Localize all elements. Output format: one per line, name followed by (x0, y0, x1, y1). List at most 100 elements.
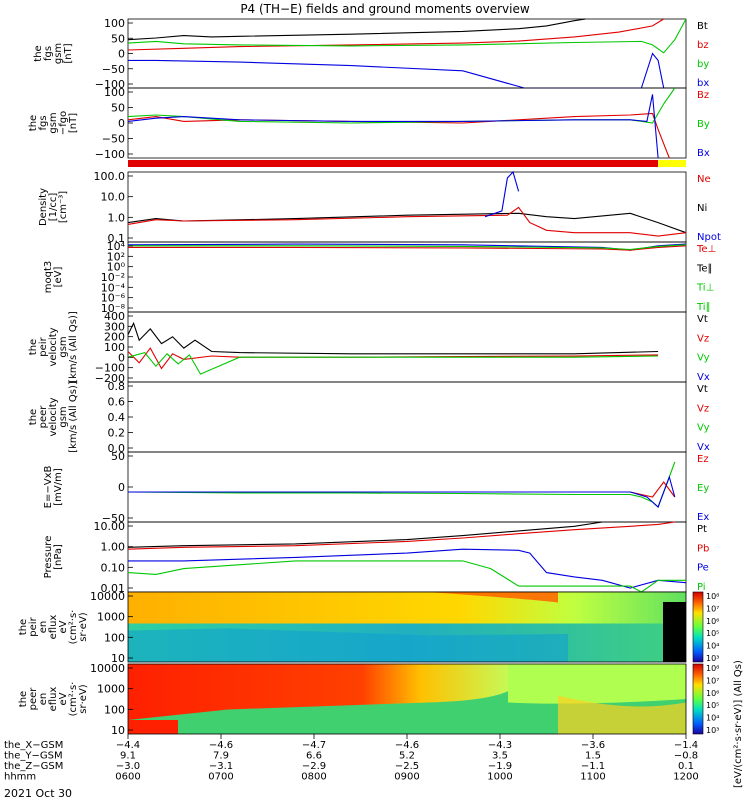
y-axis-label-line: Density (38, 188, 49, 226)
y-axis-label-line: E=−VxB (43, 466, 54, 509)
series-Pe-line (128, 548, 687, 589)
series-Vy-line (127, 351, 659, 375)
legend-entry-Vx: Vx (697, 442, 710, 453)
y-axis-label-line: the (28, 409, 39, 425)
panel-peer_eflux: 10000 1000 100 10 the peer en eflux eV (cm²·s· sr·… (18, 662, 687, 737)
y-tick-label: 100 (104, 631, 125, 644)
legend-entry-Ti∥: Ti∥ (696, 302, 711, 313)
legend-entry-Vt: Vt (697, 384, 708, 395)
y-axis-label-line: [nPa] (53, 544, 64, 570)
legend-entry-Ne: Ne (697, 174, 711, 185)
legend: Ne Ni Npot (697, 174, 721, 243)
legend-entry-by: by (697, 59, 709, 70)
panel-efield: 50 0 −50 E=−VxB [mV/m] Ez Ey Ex (43, 450, 709, 525)
series-Ti∥-line (128, 244, 687, 251)
legend-entry-Te⊥: Te⊥ (696, 244, 716, 255)
y-axis-label: the peir en eflux eV (cm²·s· sr·eV) (18, 610, 89, 645)
series-Pb-line (127, 521, 675, 550)
legend-entry-Bz: Bz (697, 90, 709, 101)
legend-entry-Bt: Bt (697, 21, 708, 32)
orbit-row-value: −4.4 (116, 740, 140, 751)
orbit-row-value: −2.5 (395, 761, 419, 772)
orbit-row-value: 1200 (673, 772, 698, 783)
y-axis-label-line: the (18, 619, 29, 635)
y-axis-label: the peir velocity gsm [km/s (All Qs)] (28, 311, 79, 383)
orbit-row-value: 6.6 (306, 751, 322, 762)
y-tick-label: 10 (111, 724, 125, 737)
series-Npot-line (484, 170, 520, 218)
series-Ne-line (127, 206, 687, 237)
y-axis-label: E=−VxB [mV/m] (43, 466, 64, 509)
legend-entry-Vy: Vy (697, 353, 710, 364)
orbit-row-value: −4.6 (209, 740, 233, 751)
orbit-row-value: 5.2 (399, 751, 415, 762)
y-tick-label: 0.10 (101, 561, 126, 574)
spectrogram-band-early (128, 720, 178, 734)
legend-entry-Vy: Vy (697, 423, 710, 434)
colorbar-tick-label: 10⁴ (706, 714, 719, 723)
y-tick-label: 10⁴ (107, 240, 126, 253)
orbit-row-value: 0.1 (678, 761, 694, 772)
legend-entry-Bx: Bx (697, 148, 710, 159)
y-tick-label: 10⁰ (107, 261, 126, 274)
orbit-row-value: −2.9 (302, 761, 326, 772)
legend: Te⊥ Te∥ Ti⊥ Ti∥ (696, 244, 716, 313)
orbit-row-value: −1.1 (581, 761, 605, 772)
series-Bx-line (127, 94, 659, 159)
colorbar-tick-label: 10⁶ (706, 689, 719, 698)
y-axis-label-line: gsm (53, 43, 64, 64)
y-axis-label-line: −fgo (58, 111, 69, 135)
y-axis-label-line: the (28, 339, 39, 355)
y-tick-label: 0.6 (108, 396, 126, 409)
y-tick-label: 1.00 (101, 541, 126, 554)
y-tick-label: 100 (104, 17, 125, 30)
legend-entry-Te∥: Te∥ (696, 263, 713, 274)
y-axis-label-line: moqt3 (43, 261, 54, 294)
panel-frame (127, 521, 687, 593)
orbit-row-value: 0800 (301, 772, 326, 783)
legend-entry-Vz: Vz (697, 333, 709, 344)
orbit-row-value: −1.4 (674, 740, 698, 751)
panel-frame (127, 241, 687, 313)
y-tick-label: −200 (95, 372, 125, 385)
legend-entry-bx: bx (697, 78, 709, 89)
y-axis-label: the peer velocity gsm [km/s (All Qs)] (28, 381, 79, 453)
y-axis-label-line: [nT] (68, 113, 79, 133)
legend-entry-Ez: Ez (697, 454, 709, 465)
y-tick-label: 10⁻⁶ (101, 292, 126, 305)
y-tick-label: −100 (95, 362, 125, 375)
panel-peir_eflux: 10000 1000 100 10 the peir en eflux eV (cm²·s· sr·… (18, 590, 687, 665)
y-tick-label: 0 (118, 117, 125, 130)
legend-entry-Npot: Npot (697, 232, 721, 243)
orbit-row-label: hhmm (4, 772, 36, 783)
orbit-row-value: −4.7 (302, 740, 326, 751)
orbit-row-value: 3.5 (492, 751, 508, 762)
y-tick-label: 0.2 (108, 427, 126, 440)
y-axis-label-line: en (38, 621, 49, 634)
orbit-row-value: 0900 (394, 772, 419, 783)
y-tick-label: 50 (111, 450, 125, 463)
orbit-row-label: the_X−GSM (4, 740, 63, 751)
colorbar-tick-label: 10⁴ (706, 642, 719, 651)
y-axis-label-line: [km/s (All Qs)] (68, 381, 79, 453)
y-axis-label-line: [eV] (53, 267, 64, 288)
y-axis-label-line: peir (28, 616, 39, 636)
panel-velocity_e: 0.8 0.6 0.4 0.2 0.0 the peer velocity gsm [km/s (… (28, 380, 710, 455)
colorbar-tick-label: 10⁵ (706, 629, 719, 638)
panel-frame (127, 591, 687, 663)
y-axis-label-line: [nT] (63, 43, 74, 63)
orbit-row-value: 7.9 (213, 751, 229, 762)
y-tick-label: 1000 (97, 611, 125, 624)
colorbar-tick-label: 10³ (706, 726, 719, 735)
colorbar-tick-label: 10⁸ (706, 664, 719, 673)
y-tick-label: 100 (104, 341, 125, 354)
orbit-row-value: 1000 (487, 772, 512, 783)
colorbar-tick-label: 10³ (706, 654, 719, 663)
y-tick-label: 10 (111, 652, 125, 665)
colorbar-label: [eV/(cm²·s·sr·eV)] (All Qs) (733, 660, 744, 788)
panel-density: 100.0 10.0 1.0 0.1 Density [1/cc] [cm⁻³] Ne Ni Np… (38, 170, 721, 245)
y-tick-label: 100.0 (94, 170, 126, 183)
series-Vt-line (127, 321, 659, 355)
